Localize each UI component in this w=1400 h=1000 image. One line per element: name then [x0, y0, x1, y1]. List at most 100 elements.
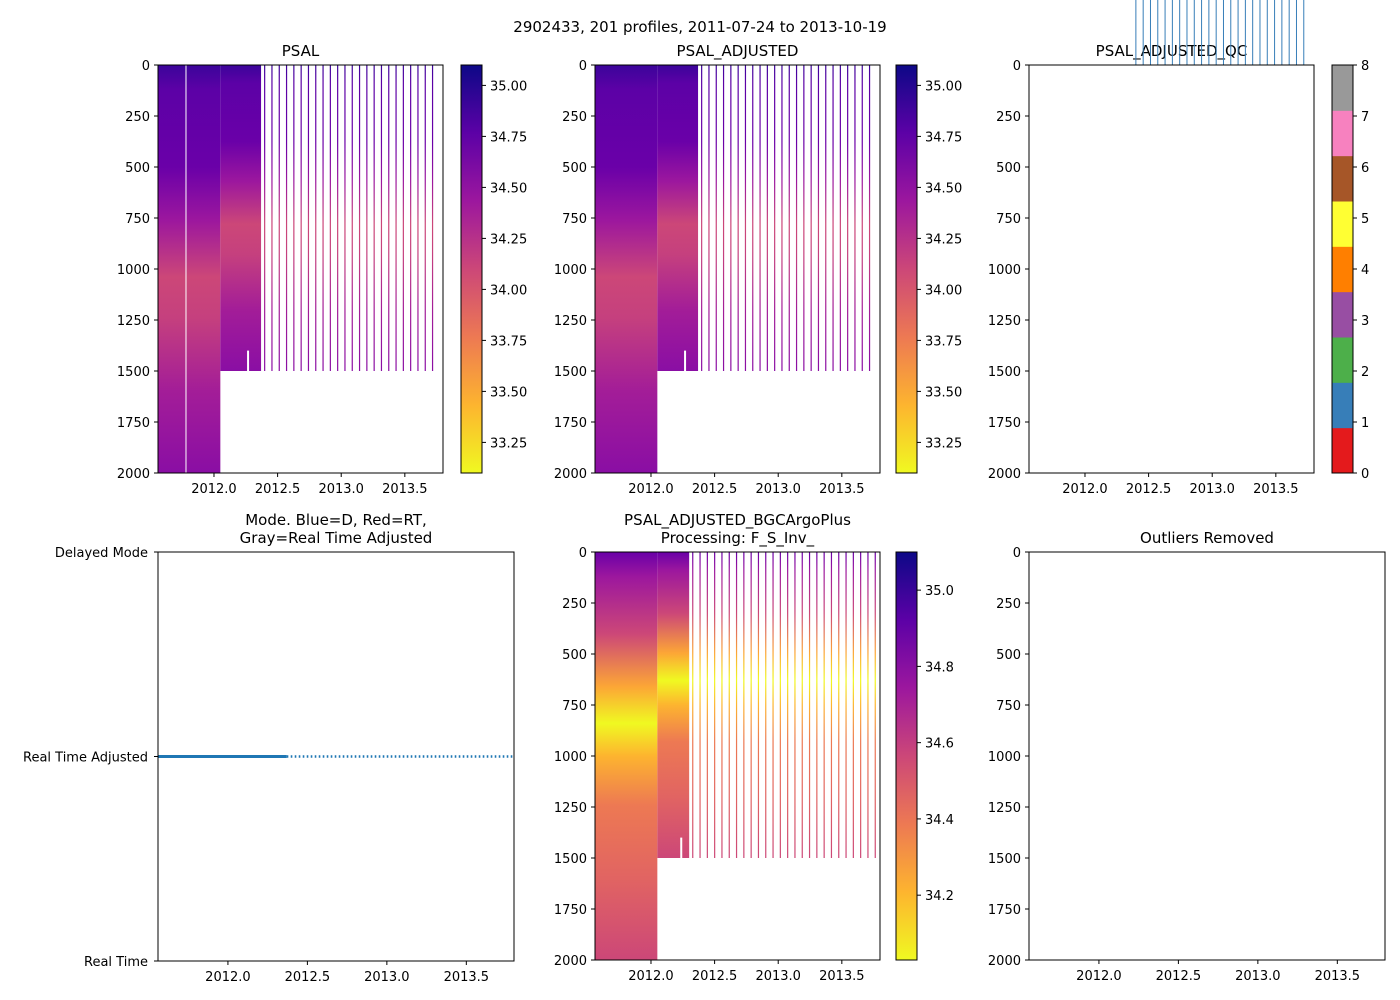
colorbar-gradient: [896, 65, 917, 473]
colorbar-tick-label: 3: [1361, 314, 1369, 329]
panel-title: Outliers Removed: [1140, 529, 1274, 547]
x-tick-label: 2013.0: [318, 482, 364, 497]
x-tick-label: 2013.5: [819, 482, 865, 497]
x-tick-label: 2012.5: [285, 970, 331, 985]
sparse-profile-line: [735, 552, 738, 858]
salinity-field-deep: [158, 65, 221, 473]
colorbar-tick-label: 33.50: [490, 385, 527, 400]
x-tick-label: 2013.5: [1315, 969, 1361, 984]
sparse-profile-line: [832, 65, 834, 371]
panel-title: PSAL_ADJUSTED: [677, 42, 799, 61]
sparse-profile-line: [730, 65, 732, 371]
colorbar-tick-label: 34.75: [490, 130, 527, 145]
colorbar-tick-label: 34.50: [925, 181, 962, 196]
y-tick-label: 1750: [988, 903, 1021, 918]
x-tick-label: 2012.0: [191, 482, 237, 497]
panel-title: Mode. Blue=D, Red=RT,: [245, 511, 427, 529]
salinity-field-shallow: [657, 65, 699, 371]
y-tick-label: 1000: [117, 263, 150, 278]
panel-psal: PSAL 2012.0 2012.5 2013.0 2013.5 0 250 500 750 10…: [117, 42, 527, 497]
colorbar-segment-1: [1332, 382, 1353, 429]
axes-frame: [1028, 551, 1386, 961]
sparse-profile-line: [854, 65, 856, 371]
salinity-field-shallow: [657, 552, 690, 858]
colorbar-tick-label: 2: [1361, 365, 1369, 380]
panel-subtitle: Processing: F_S_Inv_: [661, 529, 815, 548]
x-tick-label: 2013.5: [444, 970, 490, 985]
y-tick-label: 1750: [988, 416, 1021, 431]
colorbar-tick-label: 6: [1361, 161, 1369, 176]
sparse-profile-line: [808, 552, 811, 858]
sparse-profile-line: [315, 65, 317, 371]
sparse-profile-line: [765, 552, 767, 858]
y-tick-label: 750: [996, 699, 1021, 714]
colorbar-tick-label: 33.25: [490, 436, 527, 451]
y-tick-label: 500: [996, 161, 1021, 176]
y-tick-label: 1000: [554, 263, 587, 278]
sparse-profile-line: [410, 65, 412, 371]
colorbar-segment-5: [1332, 201, 1353, 247]
sparse-profile-line: [838, 552, 840, 858]
sparse-profile-line: [708, 65, 710, 371]
sparse-profile-line: [861, 65, 863, 371]
panel-psal_adjusted_qc: PSAL_ADJUSTED_QC 2012.0 2012.5 2013.0 2013.5…: [988, 0, 1369, 497]
panel-subtitle: Gray=Real Time Adjusted: [240, 529, 433, 547]
x-tick-label: 2012.0: [628, 969, 674, 984]
sparse-profile-line: [825, 65, 827, 371]
salinity-field-deep: [595, 552, 658, 960]
sparse-profile-line: [817, 65, 820, 371]
sparse-profile-line: [373, 65, 375, 371]
sparse-profile-line: [388, 65, 390, 371]
sparse-profile-line: [845, 552, 847, 858]
figure-suptitle: 2902433, 201 profiles, 2011-07-24 to 201…: [513, 18, 886, 36]
colorbar: 33.25 33.50 33.75 34.00 34.25 34.50 34.75 35.00: [895, 64, 962, 474]
y-tick-label: 1250: [554, 314, 587, 329]
sparse-profile-line: [300, 65, 302, 371]
sparse-profile-line: [847, 65, 849, 371]
sparse-profile-line: [699, 552, 701, 858]
y-tick-label: 1000: [554, 750, 587, 765]
x-tick-label: 2012.5: [692, 482, 738, 497]
y-tick-label: 1750: [554, 416, 587, 431]
colorbar-tick-label: 34.4: [925, 813, 954, 828]
y-tick-label: 0: [1013, 546, 1021, 561]
y-category-label: Real Time: [84, 955, 148, 970]
y-tick-label: 750: [125, 212, 150, 227]
sparse-profile-line: [395, 65, 397, 371]
sparse-profile-line: [380, 65, 383, 371]
sparse-profile-line: [417, 65, 419, 371]
panel-psal_adjusted: PSAL_ADJUSTED 2012.0 2012.5 2013.0 2013.5 0 25…: [554, 42, 962, 497]
y-tick-label: 500: [562, 161, 587, 176]
sparse-profile-line: [752, 65, 754, 371]
sparse-profile-line: [337, 65, 339, 371]
sparse-profile-line: [787, 552, 789, 858]
colorbar-tick-label: 33.75: [925, 334, 962, 349]
y-tick-label: 1500: [554, 365, 587, 380]
panel-title: PSAL_ADJUSTED_QC: [1096, 42, 1248, 61]
colorbar-frame: [895, 64, 918, 474]
y-tick-label: 1250: [988, 314, 1021, 329]
colorbar-tick-label: 33.50: [925, 385, 962, 400]
colorbar-tick-label: 34.00: [490, 283, 527, 298]
x-tick-label: 2013.5: [819, 969, 865, 984]
y-tick-label: 750: [562, 212, 587, 227]
y-tick-label: 250: [996, 110, 1021, 125]
colorbar: 0 1 2 3 4 5 6 7 8: [1331, 59, 1369, 482]
x-tick-label: 2013.0: [1235, 969, 1281, 984]
sparse-profile-line: [285, 65, 288, 371]
colorbar-tick-label: 34.8: [925, 660, 954, 675]
sparse-profile-line: [692, 552, 694, 858]
y-tick-label: 1250: [117, 314, 150, 329]
sparse-profile-line: [721, 552, 723, 858]
y-tick-label: 2000: [988, 954, 1021, 969]
profile-spike: [680, 837, 683, 858]
sparse-profile-line: [852, 552, 854, 858]
colorbar-segment-8: [1332, 65, 1353, 111]
colorbar: 33.25 33.50 33.75 34.00 34.25 34.50 34.75 35.00: [460, 64, 527, 474]
colorbar-tick-label: 34.25: [925, 232, 962, 247]
y-tick-label: 2000: [554, 954, 587, 969]
x-tick-label: 2012.5: [255, 482, 301, 497]
profile-spike: [684, 350, 687, 371]
panel-title: PSAL_ADJUSTED_BGCArgoPlus: [624, 511, 851, 530]
